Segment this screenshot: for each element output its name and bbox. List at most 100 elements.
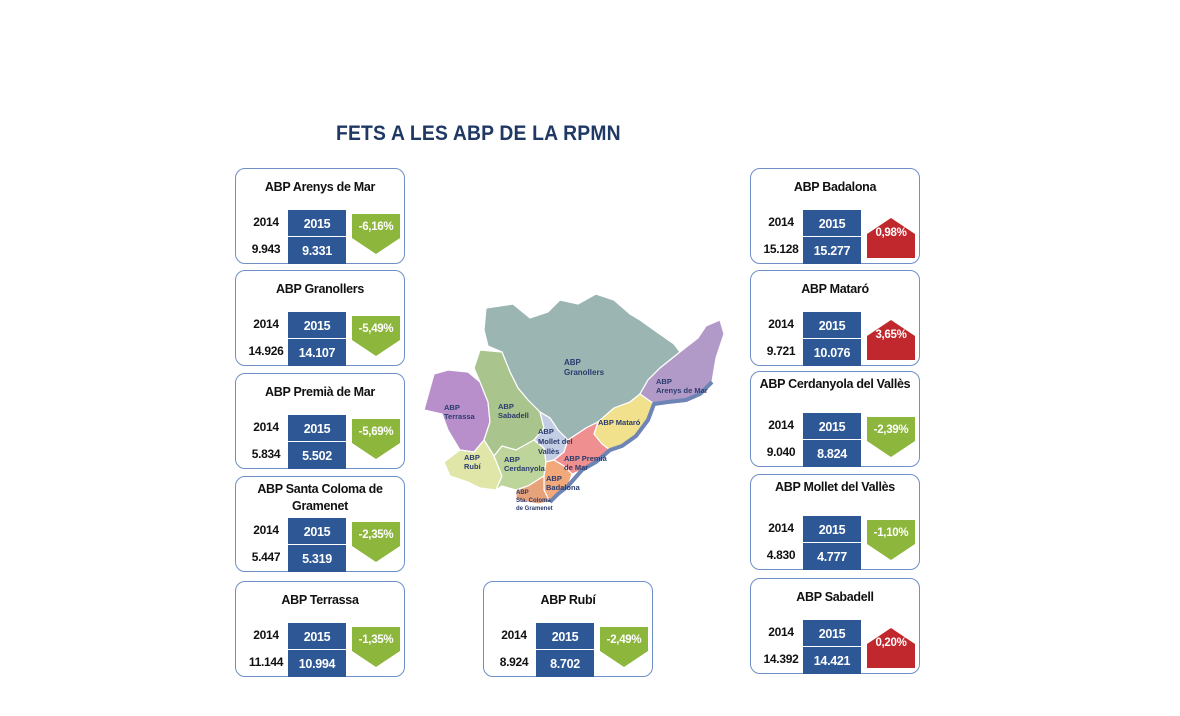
card-title: ABP Premià de Mar <box>265 385 375 399</box>
card-arenys-de-mar: ABP Arenys de Mar 2014 2015 9.943 9.331 -6,16… <box>235 168 405 264</box>
year-current: 2015 <box>803 312 861 340</box>
value-previous: 9.943 <box>251 242 281 256</box>
map-coastline <box>548 380 714 504</box>
value-previous: 15.128 <box>763 242 799 256</box>
page-title: FETS A LES ABP DE LA RPMN <box>336 122 621 145</box>
year-current: 2015 <box>288 210 346 238</box>
increase-arrow-badge: 3,65% <box>865 314 917 362</box>
map-label-mataro: ABP Mataró <box>598 418 641 427</box>
value-current: 8.824 <box>803 439 861 467</box>
card-title: ABP Rubí <box>540 593 596 607</box>
region-map: ABP Granollers ABP Arenys de Mar ABP Ter… <box>423 293 725 512</box>
increase-arrow-badge: 0,20% <box>865 622 917 670</box>
arrow-up-icon <box>867 628 915 668</box>
decrease-arrow-badge: -2,39% <box>865 415 917 463</box>
value-previous: 9.040 <box>766 445 796 459</box>
year-previous: 2014 <box>768 317 794 331</box>
value-previous: 14.926 <box>248 344 284 358</box>
arrow-up-icon <box>867 320 915 360</box>
card-title: ABP Sabadell <box>796 590 874 604</box>
year-current: 2015 <box>288 518 346 546</box>
change-percent: 0,98% <box>875 227 907 239</box>
year-previous: 2014 <box>253 523 279 537</box>
change-percent: -2,39% <box>873 424 909 436</box>
map-label-arenys: ABP Arenys de Mar <box>656 377 708 395</box>
value-current: 10.994 <box>288 649 346 677</box>
map-region-santa-coloma <box>515 474 551 505</box>
value-previous: 5.834 <box>251 447 281 461</box>
arrow-down-icon <box>352 316 400 356</box>
map-label-santa-coloma: ABP Sta. Coloma de Gramenet <box>516 490 553 512</box>
card-title: ABP Cerdanyola del Vallès <box>759 377 911 391</box>
map-label-cerdanyola: ABP Cerdanyola <box>504 455 546 473</box>
change-percent: -1,10% <box>873 527 909 539</box>
arrow-down-icon <box>352 522 400 562</box>
arrow-down-icon <box>352 419 400 459</box>
decrease-arrow-badge: -2,49% <box>598 625 650 673</box>
card-terrassa: ABP Terrassa 2014 2015 11.144 10.994 -1,35% <box>235 581 405 677</box>
arrow-down-icon <box>352 627 400 667</box>
card-title: ABP Badalona <box>793 180 877 194</box>
year-previous: 2014 <box>253 420 279 434</box>
year-current: 2015 <box>288 415 346 443</box>
change-percent: -6,16% <box>358 221 394 233</box>
value-current: 5.319 <box>288 544 346 572</box>
value-previous: 4.830 <box>766 548 796 562</box>
value-current: 10.076 <box>803 338 861 366</box>
decrease-arrow-badge: -1,35% <box>350 625 402 673</box>
decrease-arrow-badge: -2,35% <box>350 520 402 568</box>
year-current: 2015 <box>803 210 861 238</box>
decrease-arrow-badge: -6,16% <box>350 212 402 260</box>
map-label-sabadell: ABP Sabadell <box>498 402 529 420</box>
map-label-premia: ABP Premià de Mar <box>564 454 609 472</box>
year-previous: 2014 <box>501 628 527 642</box>
value-previous: 9.721 <box>766 344 796 358</box>
card-mollet: ABP Mollet del Vallès 2014 2015 4.830 4.777-… <box>750 474 920 570</box>
increase-arrow-badge: 0,98% <box>865 212 917 260</box>
decrease-arrow-badge: -5,49% <box>350 314 402 362</box>
arrow-down-icon <box>600 627 648 667</box>
map-label-terrassa: ABP Terrassa <box>444 403 476 421</box>
change-percent: -1,35% <box>358 634 394 646</box>
year-current: 2015 <box>288 312 346 340</box>
card-santa-coloma: ABP Santa Coloma de Gramenet 2014 2015 5.44… <box>235 476 405 572</box>
value-current: 4.777 <box>803 542 861 570</box>
year-previous: 2014 <box>768 215 794 229</box>
card-mataro: ABP Mataró 2014 2015 9.721 10.076 3,65% <box>750 270 920 366</box>
value-current: 9.331 <box>288 236 346 264</box>
card-cerdanyola: ABP Cerdanyola del Vallès 2014 2015 9.040 8.… <box>750 371 920 467</box>
card-title: ABP Mollet del Vallès <box>775 480 895 494</box>
value-previous: 8.924 <box>499 655 529 669</box>
value-previous: 5.447 <box>251 550 281 564</box>
year-current: 2015 <box>803 620 861 648</box>
year-current: 2015 <box>288 623 346 651</box>
value-previous: 14.392 <box>763 652 799 666</box>
card-rubi: ABP Rubí 2014 2015 8.924 8.702 -2,49% <box>483 581 653 677</box>
value-current: 5.502 <box>288 441 346 469</box>
map-label-badalona: ABP Badalona <box>546 474 581 492</box>
year-current: 2015 <box>803 413 861 441</box>
year-previous: 2014 <box>253 215 279 229</box>
arrow-down-icon <box>867 417 915 457</box>
card-title: ABP Granollers <box>276 282 364 296</box>
change-percent: -5,49% <box>358 323 394 335</box>
card-premia-de-mar: ABP Premià de Mar 2014 2015 5.834 5.502 -5,69… <box>235 373 405 469</box>
year-current: 2015 <box>803 516 861 544</box>
card-sabadell: ABP Sabadell 2014 2015 14.392 14.421 0,20% <box>750 578 920 674</box>
card-badalona: ABP Badalona 2014 2015 15.128 15.277 0,98% <box>750 168 920 264</box>
value-current: 15.277 <box>803 236 861 264</box>
year-previous: 2014 <box>253 628 279 642</box>
card-title: ABP Arenys de Mar <box>264 180 376 194</box>
decrease-arrow-badge: -1,10% <box>865 518 917 566</box>
card-title: ABP Mataró <box>801 282 869 296</box>
year-previous: 2014 <box>768 521 794 535</box>
change-percent: 3,65% <box>875 329 907 341</box>
value-current: 8.702 <box>536 649 594 677</box>
year-previous: 2014 <box>768 418 794 432</box>
value-previous: 11.144 <box>248 655 284 669</box>
map-label-granollers: ABP Granollers <box>564 358 605 377</box>
decrease-arrow-badge: -5,69% <box>350 417 402 465</box>
arrow-up-icon <box>867 218 915 258</box>
arrow-down-icon <box>867 520 915 560</box>
change-percent: -2,49% <box>606 634 642 646</box>
